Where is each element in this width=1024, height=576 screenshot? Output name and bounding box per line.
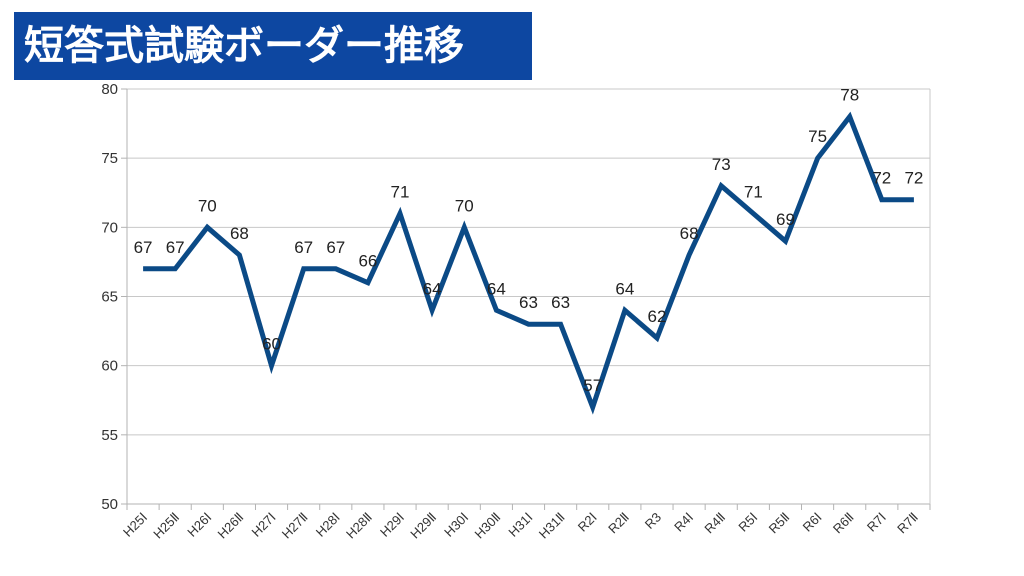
x-tick-label: R4Ⅱ: [701, 510, 728, 537]
x-tick-label: H30Ⅰ: [441, 510, 471, 540]
y-tick-labels: 50 55 60 65 70 75 80: [101, 81, 118, 513]
x-tick-label: H27Ⅰ: [248, 510, 278, 540]
x-tick-label: H28Ⅱ: [343, 510, 375, 542]
y-tick-label: 80: [101, 81, 118, 98]
data-label: 62: [648, 307, 667, 326]
data-label: 71: [744, 183, 763, 202]
x-tick-label: H29Ⅰ: [377, 510, 407, 540]
x-tick-label: R7Ⅰ: [864, 510, 889, 535]
y-tick-label: 75: [101, 150, 118, 167]
data-label: 75: [808, 127, 827, 146]
x-tick-label: R2Ⅰ: [575, 510, 600, 535]
data-label: 70: [198, 196, 217, 215]
data-label: 60: [262, 335, 281, 354]
data-label: 73: [712, 155, 731, 174]
x-tick-label: R7Ⅱ: [894, 510, 921, 537]
axes: [121, 88, 931, 510]
x-tick-label: H25Ⅱ: [150, 510, 182, 542]
data-label: 67: [166, 238, 185, 257]
data-label: 78: [840, 86, 859, 105]
y-tick-label: 70: [101, 219, 118, 236]
x-tick-label: H27Ⅱ: [279, 510, 311, 542]
data-label: 71: [391, 183, 410, 202]
gridlines: [127, 88, 930, 505]
x-tick-label: H28Ⅰ: [313, 510, 343, 540]
x-tick-label: R5Ⅰ: [735, 510, 760, 535]
data-label: 57: [583, 376, 602, 395]
data-label: 63: [551, 293, 570, 312]
data-label: 64: [615, 279, 634, 298]
data-label: 67: [294, 238, 313, 257]
data-label: 70: [455, 196, 474, 215]
x-tick-label: H30Ⅱ: [472, 510, 504, 542]
data-label: 72: [904, 169, 923, 188]
data-label: 69: [776, 210, 795, 229]
y-tick-label: 50: [101, 496, 118, 513]
data-label: 63: [519, 293, 538, 312]
x-tick-label: R5Ⅱ: [766, 510, 793, 537]
data-label: 72: [872, 169, 891, 188]
data-label: 66: [358, 252, 377, 271]
x-tick-label: R2Ⅱ: [605, 510, 632, 537]
x-tick-label: R4Ⅰ: [671, 510, 696, 535]
chart-title: 短答式試験ボーダー推移: [14, 12, 532, 80]
data-label: 68: [680, 224, 699, 243]
x-tick-label: R6Ⅱ: [830, 510, 857, 537]
x-tick-label: H26Ⅰ: [184, 510, 214, 540]
x-tick-label: R6Ⅰ: [800, 510, 825, 535]
x-tick-label: H26Ⅱ: [215, 510, 247, 542]
y-tick-label: 65: [101, 289, 118, 306]
data-label: 68: [230, 224, 249, 243]
x-tick-label: R3: [642, 510, 664, 532]
x-tick-label: H31Ⅱ: [536, 510, 568, 542]
y-tick-label: 60: [101, 358, 118, 375]
data-label: 67: [326, 238, 345, 257]
data-label: 67: [134, 238, 153, 257]
data-label: 64: [423, 279, 442, 298]
x-tick-label: H25Ⅰ: [120, 510, 150, 540]
data-label: 64: [487, 279, 506, 298]
y-tick-label: 55: [101, 427, 118, 444]
x-tick-label: H31Ⅰ: [505, 510, 535, 540]
x-tick-label: H29Ⅱ: [407, 510, 439, 542]
data-labels: 67 67 70 68 60 67 67 66 71 64 70 64 63 63 57 64 62 68 73 71…: [134, 86, 924, 395]
x-tick-labels: H25Ⅰ H25Ⅱ H26Ⅰ H26Ⅱ H27Ⅰ H27Ⅱ H28Ⅰ H28Ⅱ H29Ⅰ H29Ⅱ…: [120, 510, 921, 542]
series-line: [143, 111, 914, 415]
